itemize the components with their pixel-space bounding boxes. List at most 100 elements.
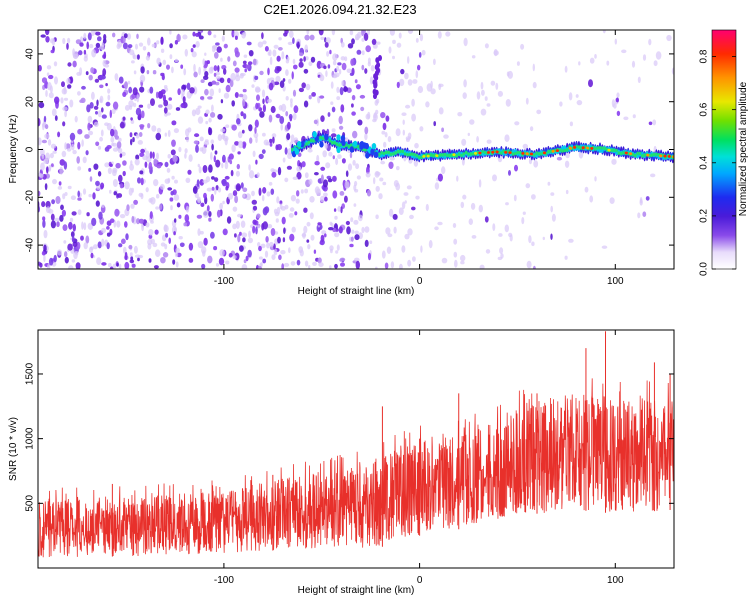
spectrogram-cell — [430, 80, 433, 89]
spectrogram-cell — [521, 217, 525, 225]
spectrogram-cell — [252, 219, 257, 225]
spectrogram-cell — [374, 170, 380, 178]
spectrogram-cell — [153, 265, 159, 269]
spectrogram-cell — [336, 146, 341, 153]
colorbar-tick-label: 0.6 — [699, 102, 710, 116]
spectrogram-cell — [516, 61, 520, 66]
spectrogram-cell — [339, 191, 345, 196]
spectrogram-cell — [148, 229, 154, 236]
spectrogram-cell — [163, 99, 169, 107]
spectrogram-cell — [372, 118, 377, 123]
spectrogram-cell — [171, 66, 174, 74]
spectrogram-cell — [223, 68, 227, 75]
spectrogram-cell — [107, 167, 112, 175]
spectrogram-cell — [325, 162, 331, 169]
spectrogram-cell — [378, 193, 383, 200]
spectrogram-cell — [338, 115, 343, 125]
spectrogram-cell — [219, 202, 224, 210]
spectrogram-cell — [354, 180, 358, 187]
spectrogram-cell — [387, 150, 391, 155]
spectrogram-cell — [373, 93, 377, 100]
spectrogram-cell — [107, 88, 111, 94]
spectrogram-cell — [101, 204, 105, 208]
spectrogram-cell — [214, 150, 218, 155]
spectrogram-cell — [90, 30, 95, 37]
spectrogram-cell — [666, 34, 672, 42]
spectrogram-cell — [478, 179, 482, 188]
snr-ytick-label: 1000 — [25, 427, 36, 450]
spectrogram-cell — [160, 89, 166, 95]
spectrogram-cell — [351, 229, 355, 234]
spectrogram-cell — [334, 263, 338, 269]
spectrogram-cell — [645, 196, 650, 201]
spectrogram-cell — [62, 193, 66, 200]
spectrogram-cell — [122, 116, 126, 121]
spectrogram-cell — [155, 206, 160, 210]
spectrogram-cell — [268, 114, 273, 123]
spectrogram-cell — [213, 246, 218, 251]
spectrogram-cell — [395, 128, 401, 137]
spectrogram-cell — [93, 105, 99, 110]
spectrogram-cell — [263, 139, 269, 146]
spectrogram-cell — [565, 152, 570, 159]
spectrogram-cell — [547, 181, 551, 186]
spectrogram-cell — [323, 192, 328, 197]
spectrogram-cell — [124, 181, 130, 190]
spectrogram-cell — [483, 150, 487, 155]
spectrogram-cell — [513, 194, 517, 202]
spectrogram-cell — [279, 116, 285, 124]
spectrogram-cell — [89, 176, 93, 182]
spectrogram-cell — [201, 263, 206, 269]
spectrogram-cell — [403, 152, 407, 156]
spectrogram-cell — [142, 155, 148, 161]
spectrogram-cell — [97, 171, 102, 177]
spectrogram-cell — [309, 212, 314, 220]
spectrogram-cell — [211, 143, 214, 151]
spectrogram-cell — [242, 237, 246, 243]
spectrogram-cell — [521, 152, 525, 155]
spectrogram-cell — [262, 40, 267, 45]
spectrogram-cell — [469, 119, 475, 125]
spectrogram-cell — [258, 245, 262, 252]
snr-ytick-label: 1500 — [25, 362, 36, 385]
spectrogram-cell — [133, 70, 137, 75]
spectrogram-cell — [264, 206, 270, 214]
spectrogram-cell — [116, 262, 119, 267]
spectrogram-cell — [351, 38, 355, 45]
spectrogram-cell — [385, 150, 388, 155]
spectrogram-cell — [41, 201, 46, 208]
spectrogram-cell — [457, 152, 461, 156]
spectrogram-cell — [174, 218, 177, 223]
spectrogram-cell — [118, 76, 124, 84]
spectrogram-cell — [138, 132, 143, 137]
spectrogram-cell — [42, 122, 45, 131]
colorbar-tick-label: 0.2 — [699, 209, 710, 223]
spectrogram-cell — [283, 262, 290, 267]
spectrogram-panel: -100 0 100 -40 -20 0 20 40 Height of straight l… — [8, 29, 675, 297]
spectrogram-cell — [215, 71, 220, 76]
spectrogram-cell — [109, 266, 114, 269]
spectrogram-cell — [197, 228, 201, 237]
spectrogram-cell — [105, 101, 111, 107]
spectrogram-ylabel: Frequency (Hz) — [8, 115, 19, 184]
spectrogram-cell — [289, 207, 295, 212]
spectrogram-cell — [298, 61, 304, 68]
spectrogram-cell — [438, 83, 444, 88]
spectrogram-cell — [364, 142, 369, 150]
spectrogram-cell — [147, 37, 151, 46]
spectrogram-cell — [255, 102, 259, 110]
spectrogram-cell — [249, 137, 253, 144]
spectrogram-cell — [594, 54, 597, 59]
spectrogram-cell — [217, 65, 220, 73]
spectrogram-cell — [254, 75, 259, 80]
spectrogram-cell — [659, 154, 663, 158]
spectrogram-cell — [207, 255, 213, 264]
spectrogram-cell — [396, 149, 400, 154]
spectrogram-cell — [404, 72, 409, 80]
spectrogram-cell — [203, 237, 208, 246]
spectrogram-cell — [414, 142, 419, 149]
spectrogram-cell — [478, 151, 482, 155]
spectrogram-cell — [621, 49, 627, 54]
spectrogram-cell — [648, 38, 652, 46]
snr-series — [38, 331, 674, 558]
